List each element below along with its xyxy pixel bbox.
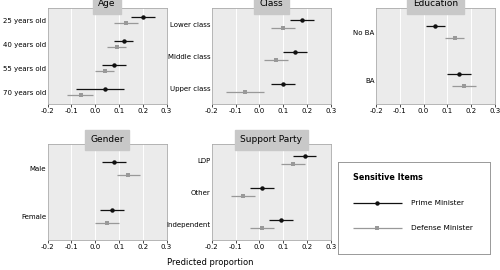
- Text: Sensitive Items: Sensitive Items: [353, 173, 422, 182]
- Title: Class: Class: [260, 0, 283, 8]
- Text: Predicted proportion: Predicted proportion: [167, 258, 254, 267]
- Title: Gender: Gender: [90, 135, 124, 144]
- Text: Prime Minister: Prime Minister: [410, 200, 464, 206]
- Text: Defense Minister: Defense Minister: [410, 225, 472, 231]
- Title: Education: Education: [413, 0, 458, 8]
- Title: Age: Age: [98, 0, 116, 8]
- Title: Support Party: Support Party: [240, 135, 302, 144]
